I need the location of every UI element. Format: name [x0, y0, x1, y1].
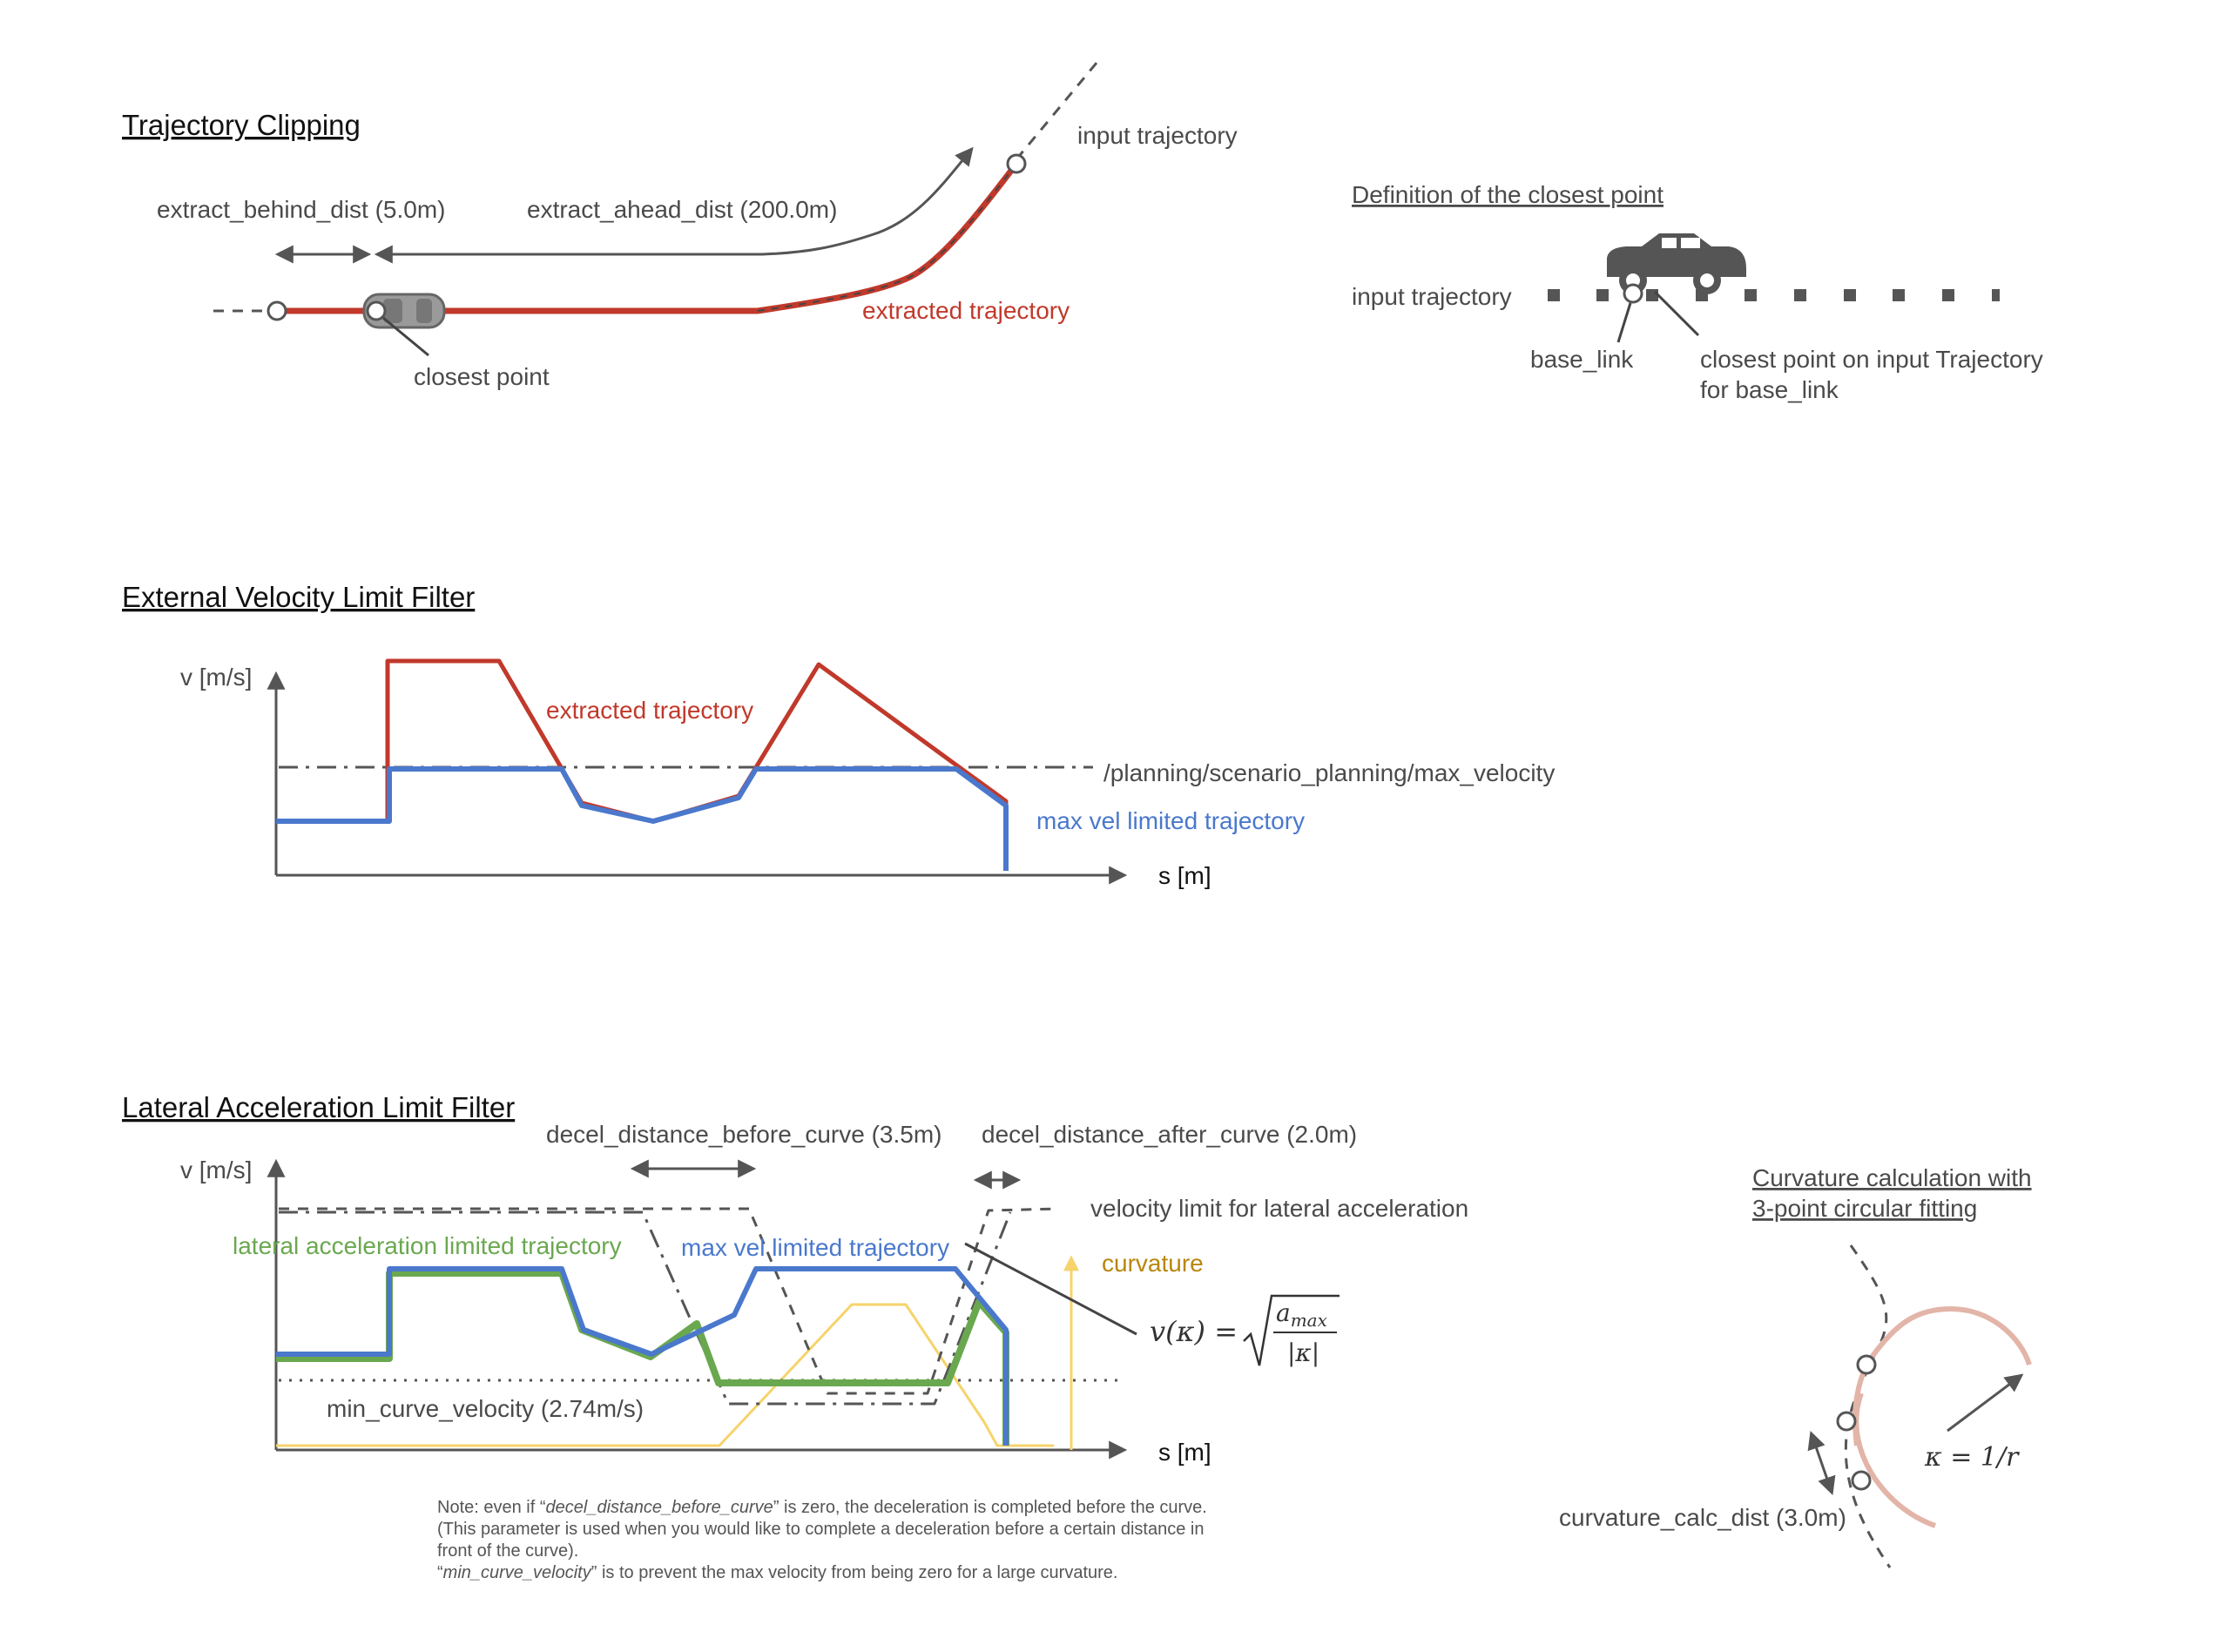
closest-def-title: Definition of the closest point	[1352, 181, 1664, 208]
closest-def-input-label: input trajectory	[1352, 283, 1512, 310]
fitted-circle-arc	[1853, 1305, 2032, 1528]
input-trajectory-dots	[1548, 289, 2000, 301]
velocity-extracted-label: extracted trajectory	[546, 697, 753, 724]
min-curve-velocity-label: min_curve_velocity (2.74m/s)	[327, 1395, 644, 1422]
lateral-note: Note: even if “decel_distance_before_cur…	[437, 1498, 1207, 1582]
trajectory-start-point	[267, 300, 287, 321]
extracted-trajectory-dash-overlay	[757, 163, 1017, 312]
closest-point-marker	[366, 300, 387, 321]
formula-denominator: |κ|	[1287, 1338, 1319, 1367]
input-trajectory-label: input trajectory	[1077, 122, 1238, 149]
lateral-blue-label: max vel limited trajectory	[681, 1234, 949, 1261]
velocity-limited-label: max vel limited trajectory	[1036, 807, 1305, 834]
input-trajectory-ahead	[1015, 56, 1103, 160]
closest-point-label: closest point	[414, 363, 550, 390]
velocity-y-axis-label: v [m/s]	[180, 664, 252, 691]
car-top-view-icon	[362, 293, 446, 329]
curvature-input-path	[1844, 1244, 1892, 1568]
clipping-title: Trajectory Clipping	[122, 109, 361, 141]
lateral-accel-section: Lateral Acceleration Limit Filter v [m/s…	[122, 1091, 1468, 1582]
lateral-velocity-limit-dashdot	[279, 1210, 1012, 1406]
curvature-calc-dist-label: curvature_calc_dist (3.0m)	[1559, 1504, 1846, 1531]
fit-point-1	[1856, 1354, 1877, 1375]
fitted-circle-arc-left	[1852, 1370, 1866, 1446]
formula-leader-line	[964, 1242, 1137, 1336]
max-velocity-label: /planning/scenario_planning/max_velocity	[1103, 759, 1555, 786]
curvature-calc-title-1: Curvature calculation with	[1752, 1164, 2032, 1191]
extract-ahead-dist-arrow	[374, 146, 974, 264]
closest-def-label-2: for base_link	[1700, 376, 1839, 403]
kappa-label: κ = 1/r	[1924, 1442, 2020, 1473]
velocity-limited-trajectory	[276, 766, 1009, 871]
curvature-calc-section: Curvature calculation with 3-point circu…	[1559, 1164, 2032, 1568]
formula-sqrt-sign	[1243, 1294, 1340, 1366]
lateral-velocity-limit-dashed	[279, 1207, 1059, 1395]
radius-arrow	[1947, 1373, 2024, 1433]
base-link-label: base_link	[1530, 346, 1634, 373]
closest-point-leader	[382, 316, 429, 357]
extracted-trajectory-line	[277, 161, 1019, 314]
fit-point-2	[1836, 1411, 1857, 1432]
lateral-x-axis-label: s [m]	[1158, 1439, 1211, 1466]
closest-point-definition-section: Definition of the closest point input tr…	[1352, 181, 2043, 403]
curvature-calc-dist-arrow	[1807, 1431, 1836, 1495]
curvature-curve	[276, 1303, 1054, 1447]
extracted-trajectory-label: extracted trajectory	[862, 297, 1070, 324]
note-line-3: front of the curve).	[437, 1541, 578, 1561]
curvature-calc-title-2: 3-point circular fitting	[1752, 1195, 1977, 1222]
lateral-max-vel-trajectory	[276, 1266, 1009, 1446]
lateral-filter-title: Lateral Acceleration Limit Filter	[122, 1091, 515, 1123]
note-line-2: (This parameter is used when you would l…	[437, 1520, 1204, 1539]
velocity-filter-title: External Velocity Limit Filter	[122, 581, 475, 613]
base-link-marker	[1623, 283, 1643, 304]
trajectory-end-point	[1006, 153, 1027, 174]
note-line-4: “min_curve_velocity” is to prevent the m…	[437, 1563, 1117, 1582]
formula-numerator: amax	[1276, 1298, 1327, 1331]
decel-before-label: decel_distance_before_curve (3.5m)	[546, 1121, 941, 1148]
note-line-1: Note: even if “decel_distance_before_cur…	[437, 1498, 1207, 1517]
lateral-y-axis-label: v [m/s]	[180, 1156, 252, 1183]
velocity-limit-section: External Velocity Limit Filter v [m/s] s…	[122, 581, 1555, 889]
extract-behind-dist-label: extract_behind_dist (5.0m)	[157, 196, 446, 223]
closest-def-label-1: closest point on input Trajectory	[1700, 346, 2043, 373]
extract-ahead-dist-label: extract_ahead_dist (200.0m)	[527, 196, 837, 223]
trajectory-clipping-section: Trajectory Clipping closest point extrac…	[122, 56, 1238, 390]
fit-point-3	[1851, 1470, 1872, 1491]
formula-lhs: v(κ) =	[1150, 1315, 1238, 1348]
closest-point-def-leader	[1653, 290, 1700, 337]
lateral-velocity-formula: v(κ) = amax |κ|	[1150, 1294, 1340, 1367]
decel-after-label: decel_distance_after_curve (2.0m)	[982, 1121, 1357, 1148]
base-link-leader	[1616, 302, 1632, 343]
lateral-limit-label: velocity limit for lateral acceleration	[1090, 1195, 1468, 1222]
curvature-label: curvature	[1102, 1250, 1204, 1277]
lateral-green-label: lateral acceleration limited trajectory	[233, 1232, 622, 1259]
velocity-x-axis-label: s [m]	[1158, 862, 1211, 889]
